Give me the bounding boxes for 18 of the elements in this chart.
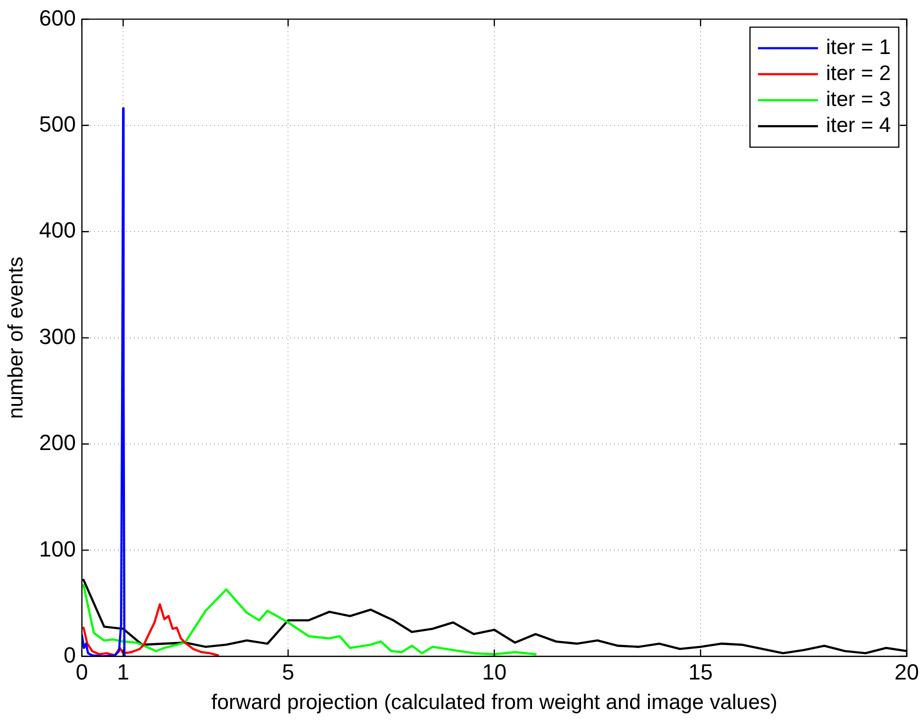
legend-label: iter = 2: [826, 62, 891, 85]
y-axis-title: number of events: [4, 256, 28, 419]
x-axis-title: forward projection (calculated from weight and image values): [211, 691, 778, 714]
y-tick-label: 400: [39, 218, 76, 243]
legend-label: iter = 3: [826, 88, 891, 111]
legend-label: iter = 4: [826, 114, 892, 137]
y-tick-label: 100: [39, 536, 76, 562]
y-tick-label: 300: [39, 324, 76, 349]
y-tick-label: 500: [39, 111, 76, 136]
y-tick-label: 600: [39, 5, 76, 30]
y-tick-label: 0: [64, 642, 76, 668]
x-tick-label: 5: [282, 660, 294, 685]
x-tick-label: 15: [688, 660, 713, 685]
x-tick-label: 1: [117, 660, 130, 685]
y-tick-label: 200: [39, 430, 76, 456]
legend-label: iter = 1: [826, 36, 891, 59]
x-tick-label: 20: [894, 660, 920, 685]
x-tick-label: 10: [482, 660, 507, 685]
